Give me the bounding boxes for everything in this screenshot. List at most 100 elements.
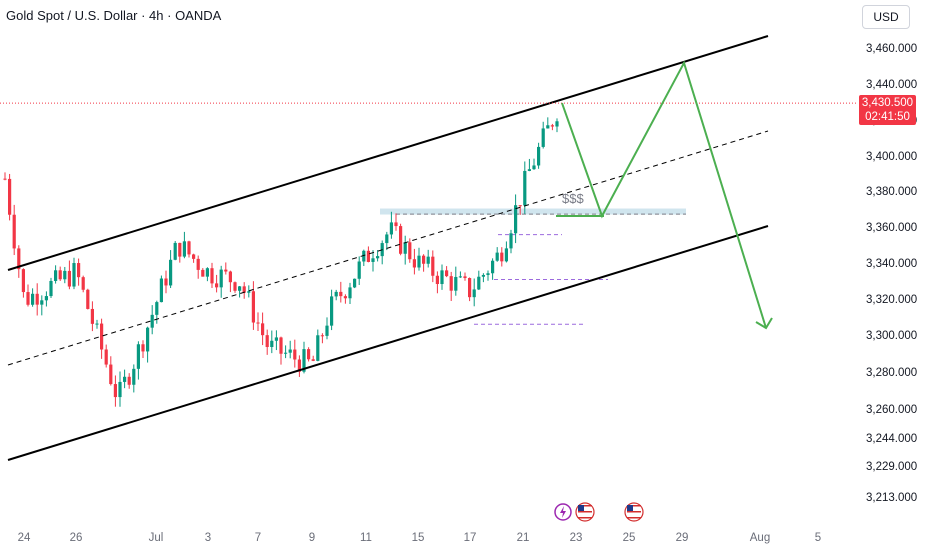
candle-body xyxy=(297,359,301,372)
flag-stripe xyxy=(578,505,592,507)
candle-body xyxy=(422,255,426,264)
candle-body xyxy=(330,296,334,326)
candle-body xyxy=(348,287,352,299)
candle-body xyxy=(472,289,476,298)
candle-body xyxy=(532,165,536,170)
candle-body xyxy=(205,268,209,277)
candle-body xyxy=(449,276,453,291)
candle-body xyxy=(279,337,283,354)
candle-body xyxy=(159,278,163,303)
candle-body xyxy=(224,269,228,272)
candle-body xyxy=(150,314,154,328)
candle-body xyxy=(219,269,223,288)
candle-body xyxy=(458,276,462,278)
x-tick-label: Aug xyxy=(750,532,770,544)
candle-body xyxy=(49,280,53,297)
candle-body xyxy=(325,325,329,336)
candle-body xyxy=(514,205,518,234)
x-tick-label: 3 xyxy=(205,532,211,544)
candle-body xyxy=(72,263,76,287)
candle-body xyxy=(164,278,168,286)
candle-body xyxy=(362,250,366,262)
last-price-value: 3,430.500 xyxy=(861,97,914,109)
candle-body xyxy=(486,273,490,275)
candle-body xyxy=(215,283,219,288)
candle-body xyxy=(504,248,508,262)
candle-body xyxy=(491,260,495,274)
candle-body xyxy=(320,335,324,337)
candle-body xyxy=(435,275,439,285)
currency-selector[interactable]: USD xyxy=(862,5,910,29)
candle-body xyxy=(394,222,398,227)
candle-body xyxy=(123,376,127,382)
candle-body xyxy=(431,256,435,276)
candle-body xyxy=(146,327,150,352)
candle-body xyxy=(8,178,12,215)
flag-canton xyxy=(627,505,633,511)
candle-body xyxy=(477,276,481,290)
us-flag-icon xyxy=(575,502,595,522)
candle-body xyxy=(182,241,186,257)
candle-body xyxy=(63,270,67,280)
y-tick-label: 3,300.000 xyxy=(866,330,917,342)
candle-body xyxy=(316,335,320,361)
candle-body xyxy=(426,256,430,264)
flag-canton xyxy=(578,505,584,511)
candle-body xyxy=(463,276,467,279)
candle-body xyxy=(311,359,315,361)
candle-body xyxy=(35,293,39,305)
candle-body xyxy=(113,384,117,398)
flag-stripe xyxy=(627,508,641,510)
candle-body xyxy=(445,270,449,277)
candle-body xyxy=(468,278,472,298)
candle-body xyxy=(81,277,85,290)
candle-body xyxy=(155,302,159,315)
candle-body xyxy=(109,364,113,385)
x-tick-label: 5 xyxy=(815,532,821,544)
candle-body xyxy=(389,222,393,235)
candle-body xyxy=(546,125,550,129)
channel-lower-line xyxy=(7,225,769,461)
candle-body xyxy=(247,291,251,293)
x-tick-label: 9 xyxy=(309,532,315,544)
candle-body xyxy=(196,258,200,270)
candle-body xyxy=(284,352,288,354)
candle-body xyxy=(481,274,485,277)
y-tick-label: 3,229.000 xyxy=(866,461,917,473)
projection-arrowhead xyxy=(755,317,773,330)
candle-body xyxy=(399,226,403,254)
x-tick-label: 24 xyxy=(18,532,31,544)
candle-body xyxy=(17,248,21,270)
flag-stripe xyxy=(627,517,641,519)
flag-stripe xyxy=(578,517,592,519)
candle-body xyxy=(495,252,499,261)
candle-body xyxy=(288,349,292,353)
candle-body xyxy=(26,292,30,305)
candle-body xyxy=(132,368,136,385)
candle-body xyxy=(12,214,16,249)
candle-body xyxy=(104,349,108,365)
liquidity-zone xyxy=(380,208,686,215)
candle-body xyxy=(44,296,48,301)
candle-body xyxy=(58,270,62,280)
candle-body xyxy=(500,252,504,262)
candle-body xyxy=(127,376,131,385)
candle-body xyxy=(353,278,357,288)
y-tick-label: 3,280.000 xyxy=(866,367,917,379)
candle-body xyxy=(307,349,311,360)
candle-body xyxy=(187,241,191,255)
lightning-event-icon xyxy=(554,503,572,521)
candle-body xyxy=(21,269,25,293)
candle-body xyxy=(233,282,237,291)
y-tick-label: 3,244.000 xyxy=(866,433,917,445)
candle-body xyxy=(67,270,71,287)
channel-upper-line xyxy=(7,35,769,271)
y-tick-label: 3,360.000 xyxy=(866,222,917,234)
candle-body xyxy=(40,300,44,305)
y-tick-label: 3,213.000 xyxy=(866,492,917,504)
candle-body xyxy=(403,242,407,254)
flag-stripe xyxy=(627,505,641,507)
x-tick-label: 15 xyxy=(412,532,425,544)
x-tick-label: 23 xyxy=(570,532,583,544)
